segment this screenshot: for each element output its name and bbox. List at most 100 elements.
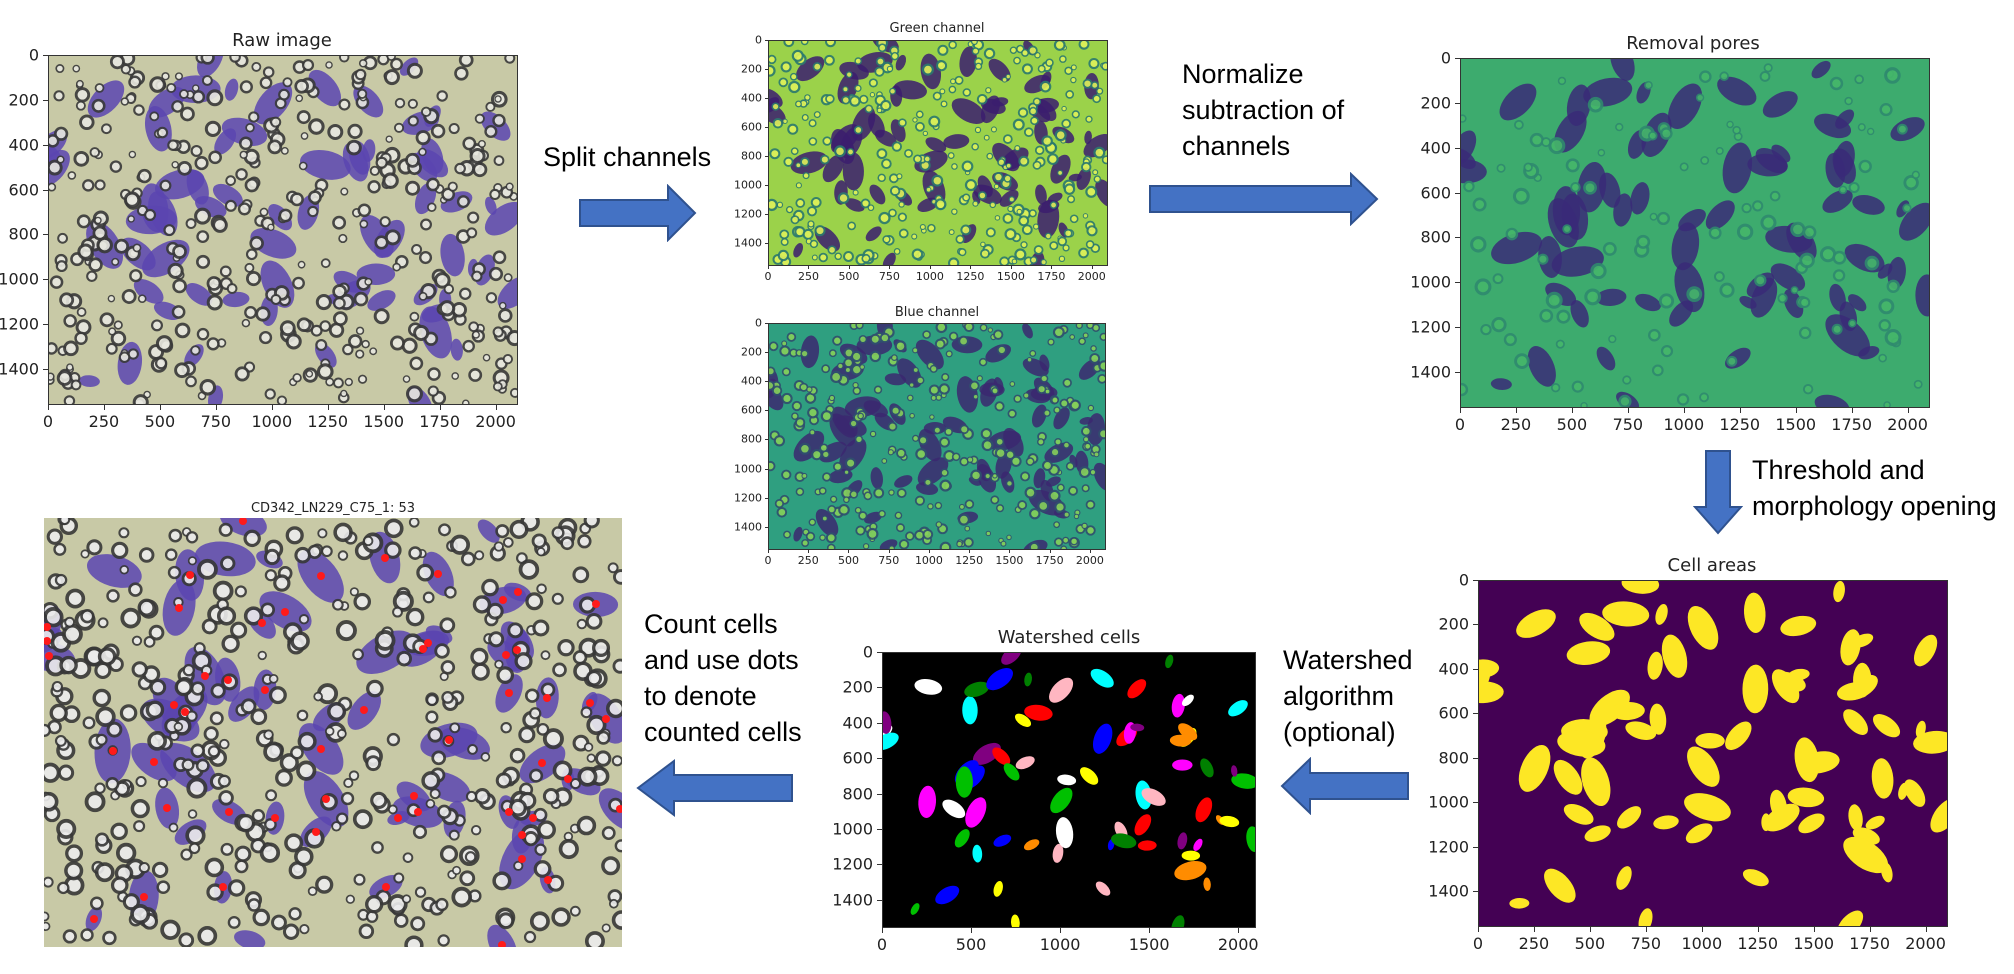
step-label-threshold: Threshold and morphology opening [1752, 455, 1997, 521]
y-tickmark [765, 213, 768, 215]
x-tick-label: 750 [1612, 415, 1644, 434]
y-tickmark [1455, 58, 1460, 59]
y-tickmark [1455, 372, 1460, 374]
removal-pores-texture [1461, 59, 1929, 407]
x-tickmark [1238, 928, 1240, 933]
step-label-normalize: Normalize subtraction of channels [1182, 59, 1345, 161]
x-tickmark [1571, 408, 1573, 413]
x-tick-label: 500 [144, 412, 176, 431]
arrow-left-watershed [1280, 757, 1409, 815]
step-label-split-channels: Split channels [543, 142, 712, 172]
y-tickmark [43, 234, 48, 236]
y-tick-label: 200 [8, 90, 39, 110]
x-tick-label: 500 [837, 554, 859, 567]
green-channel-title: Green channel [889, 21, 985, 36]
x-tickmark [215, 405, 217, 410]
green-channel-texture [769, 41, 1107, 265]
y-tick-label: 0 [1440, 48, 1451, 68]
count-dot [239, 518, 248, 526]
y-tickmark [43, 55, 48, 56]
x-tickmark [929, 266, 931, 269]
x-tick-label: 1500 [1793, 934, 1835, 953]
y-tick-label: 600 [741, 120, 762, 134]
count-dot [225, 807, 234, 816]
x-tickmark [969, 550, 971, 553]
y-tickmark [1473, 713, 1478, 715]
x-tick-label: 0 [764, 554, 772, 567]
y-tick-label: 400 [741, 374, 762, 388]
x-tickmark [1645, 927, 1647, 932]
y-tickmark [765, 155, 768, 157]
y-tickmark [43, 279, 48, 281]
count-dot [513, 588, 522, 597]
y-tickmark [1455, 237, 1460, 239]
x-tick-label: 1000 [251, 412, 293, 431]
count-dot [498, 941, 507, 947]
x-tickmark [1739, 408, 1741, 413]
y-tick-label: 600 [1420, 183, 1451, 203]
y-tickmark [1455, 102, 1460, 104]
counted-cells-texture [44, 518, 622, 947]
y-tick-label: 600 [1438, 703, 1469, 723]
x-tick-label: 1250 [307, 412, 349, 431]
removal-pores-plot [1460, 58, 1930, 408]
count-dot [434, 569, 443, 578]
y-tick-label: 600 [842, 748, 873, 768]
count-dot [170, 701, 179, 710]
x-tickmark [888, 550, 890, 553]
x-tick-label: 1250 [1719, 415, 1761, 434]
y-tickmark [765, 68, 768, 70]
x-tickmark [327, 405, 329, 410]
x-tickmark [1010, 266, 1012, 269]
count-dot [163, 804, 172, 813]
count-dot [175, 603, 184, 612]
watershed-cells-title: Watershed cells [997, 627, 1141, 648]
x-tickmark [1049, 550, 1051, 553]
count-dot [502, 651, 511, 660]
x-tick-label: 1500 [363, 412, 405, 431]
x-tick-label: 1500 [996, 270, 1025, 283]
x-tick-label: 1500 [995, 554, 1024, 567]
blue-channel-plot [768, 323, 1106, 550]
y-tick-label: 1400 [734, 520, 762, 534]
count-dot [615, 805, 622, 814]
y-tickmark [877, 864, 882, 866]
x-tick-label: 750 [200, 412, 232, 431]
x-tickmark [808, 550, 810, 553]
x-tickmark [882, 928, 883, 933]
y-tickmark [877, 758, 882, 760]
count-dot [281, 607, 290, 616]
y-tick-label: 200 [1438, 614, 1469, 634]
watershed-cells-plot [882, 652, 1256, 928]
count-dot [380, 553, 389, 562]
x-tickmark [48, 405, 49, 410]
y-tickmark [765, 40, 768, 41]
x-tickmark [1813, 927, 1815, 932]
x-tickmark [1060, 928, 1062, 933]
arrow-down-threshold [1693, 450, 1743, 535]
x-tickmark [768, 266, 769, 269]
count-dot [108, 747, 117, 756]
y-tick-label: 1400 [832, 890, 873, 910]
arrow-right-normalize [1149, 172, 1379, 226]
y-tickmark [765, 323, 768, 324]
y-tickmark [1473, 757, 1478, 759]
x-tick-label: 1250 [955, 554, 984, 567]
y-tick-label: 1200 [734, 491, 762, 505]
y-tick-label: 600 [741, 403, 762, 417]
x-tick-label: 1000 [1681, 934, 1723, 953]
y-tick-label: 400 [741, 91, 762, 105]
y-tick-label: 800 [842, 784, 873, 804]
x-tick-label: 250 [88, 412, 120, 431]
x-tick-label: 1750 [1035, 554, 1064, 567]
green-channel-plot [768, 40, 1108, 266]
y-tickmark [765, 126, 768, 128]
y-tick-label: 1400 [1428, 881, 1469, 901]
x-tick-label: 1500 [1128, 935, 1170, 954]
raw-image-texture [49, 56, 517, 404]
y-tickmark [43, 189, 48, 191]
y-tickmark [1473, 891, 1478, 893]
x-tickmark [768, 550, 769, 553]
y-tickmark [765, 352, 768, 354]
count-dot [44, 636, 52, 645]
